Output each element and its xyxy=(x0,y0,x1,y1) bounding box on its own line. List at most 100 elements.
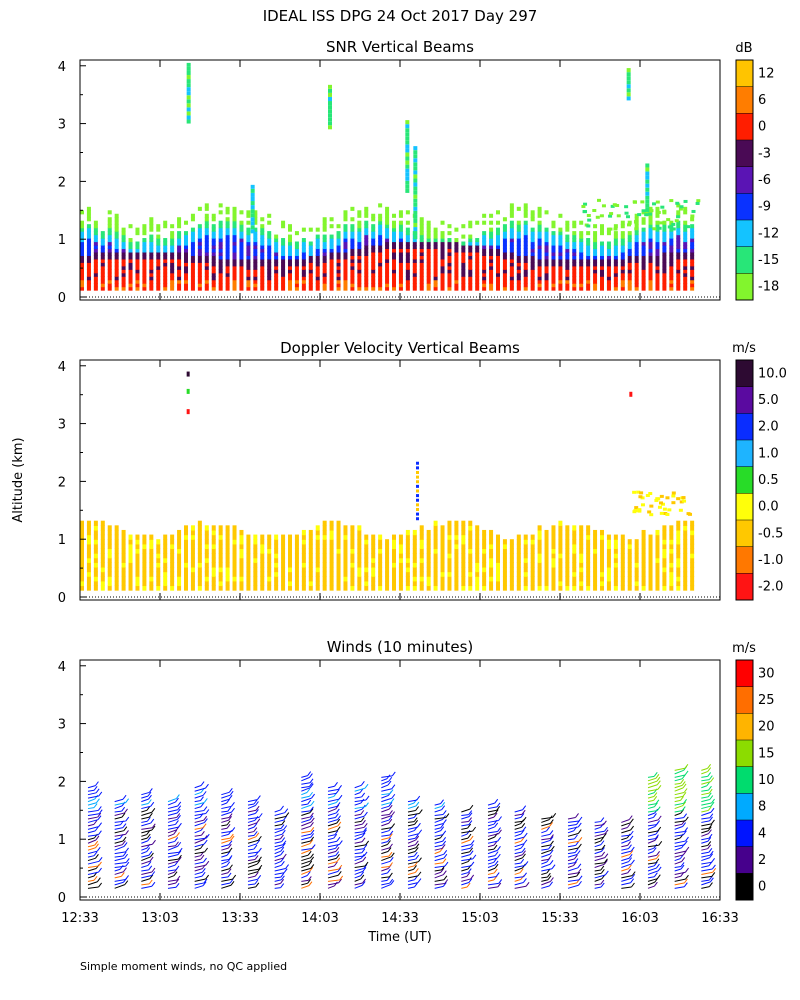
snr-cell xyxy=(107,217,112,222)
colorbar-tick-label: 15 xyxy=(758,746,775,761)
wind-barb xyxy=(301,833,312,837)
snr-cell xyxy=(80,220,84,225)
doppler-cell xyxy=(232,571,237,577)
snr-cell xyxy=(606,276,611,281)
snr-cell xyxy=(107,269,112,274)
wind-barb xyxy=(247,822,258,827)
wind-barb-flag xyxy=(443,819,447,824)
snr-cell xyxy=(641,265,646,270)
snr-cell xyxy=(274,258,279,263)
wind-barb-flag xyxy=(334,781,338,787)
wind-barb-flag xyxy=(551,864,556,870)
doppler-cell xyxy=(225,553,230,559)
snr-cell xyxy=(329,244,334,250)
wind-barb-flag xyxy=(122,840,126,845)
snr-cell xyxy=(502,241,507,246)
snr-cell xyxy=(612,203,617,207)
wind-barb xyxy=(87,875,95,879)
snr-cell xyxy=(551,286,556,291)
doppler-cell xyxy=(246,539,251,545)
snr-cell xyxy=(676,269,681,274)
doppler-cell xyxy=(475,539,480,545)
snr-cell xyxy=(655,244,660,250)
wind-barb xyxy=(621,848,629,851)
doppler-cell xyxy=(496,580,500,587)
wind-barb-flag xyxy=(205,860,210,866)
snr-cell xyxy=(156,279,161,284)
snr-cell xyxy=(544,241,549,246)
snr-cell xyxy=(357,241,362,246)
snr-cell xyxy=(274,272,279,277)
snr-cell xyxy=(565,286,570,291)
doppler-cell xyxy=(572,548,577,554)
snr-cell xyxy=(177,283,182,288)
doppler-cell xyxy=(551,557,556,563)
wind-barb xyxy=(541,872,548,875)
wind-barb xyxy=(381,819,390,823)
snr-cell xyxy=(565,241,570,246)
wind-barb-flag xyxy=(442,882,447,887)
doppler-cell xyxy=(523,548,528,554)
snr-cell xyxy=(496,231,500,236)
wind-barb xyxy=(327,868,339,872)
snr-cell xyxy=(371,231,376,236)
snr-cell xyxy=(86,255,91,260)
doppler-cell xyxy=(558,534,563,540)
doppler-cell xyxy=(682,499,687,503)
snr-cell xyxy=(482,283,487,288)
snr-cell xyxy=(502,276,507,281)
snr-cell xyxy=(392,241,396,246)
wind-barb-flag xyxy=(709,813,714,819)
snr-cell xyxy=(496,272,500,277)
snr-cell xyxy=(128,241,133,246)
snr-cell xyxy=(690,241,695,246)
doppler-cell xyxy=(190,571,195,577)
wind-barb-flag xyxy=(707,826,712,832)
doppler-cell xyxy=(114,557,119,563)
wind-barb xyxy=(301,848,313,851)
snr-cell xyxy=(509,234,514,239)
wind-barb-flag xyxy=(226,823,231,829)
wind-barb xyxy=(541,863,551,868)
wind-barb xyxy=(674,823,683,827)
doppler-cell xyxy=(649,513,654,517)
wind-barb-flag xyxy=(520,813,525,818)
doppler-cell xyxy=(107,585,112,591)
winds-colorbar-unit: m/s xyxy=(732,641,756,656)
doppler-cell xyxy=(232,525,237,531)
snr-cell xyxy=(593,251,598,256)
doppler-cell xyxy=(502,548,507,554)
doppler-cell xyxy=(281,534,286,540)
doppler-cell xyxy=(93,525,98,531)
snr-cell xyxy=(433,248,438,253)
wind-barb xyxy=(354,865,366,869)
doppler-cell xyxy=(225,585,230,591)
snr-cell xyxy=(211,248,216,253)
wind-barb-flag xyxy=(98,857,103,862)
snr-cell xyxy=(440,248,445,253)
wind-barb xyxy=(434,827,441,830)
wind-barb xyxy=(647,851,654,855)
snr-cell xyxy=(489,244,494,250)
snr-cell xyxy=(489,262,494,267)
doppler-cell xyxy=(606,585,611,591)
doppler-cell xyxy=(586,566,591,573)
snr-cell xyxy=(516,224,521,229)
snr-cell xyxy=(149,244,154,250)
doppler-cell xyxy=(294,557,299,563)
wind-barb-flag xyxy=(255,809,259,814)
doppler-cell xyxy=(496,562,500,568)
snr-cell xyxy=(419,265,424,270)
doppler-cell xyxy=(648,562,653,568)
wind-barb xyxy=(141,837,148,841)
snr-cell xyxy=(419,227,424,232)
wind-barb xyxy=(247,843,258,848)
snr-cell xyxy=(502,238,507,243)
doppler-cell xyxy=(211,566,216,573)
wind-barb xyxy=(114,810,122,813)
doppler-cell xyxy=(329,562,334,568)
snr-cell xyxy=(676,238,681,243)
doppler-cell xyxy=(128,562,133,568)
wind-barb xyxy=(487,809,497,813)
wind-barb-flag xyxy=(711,858,715,863)
